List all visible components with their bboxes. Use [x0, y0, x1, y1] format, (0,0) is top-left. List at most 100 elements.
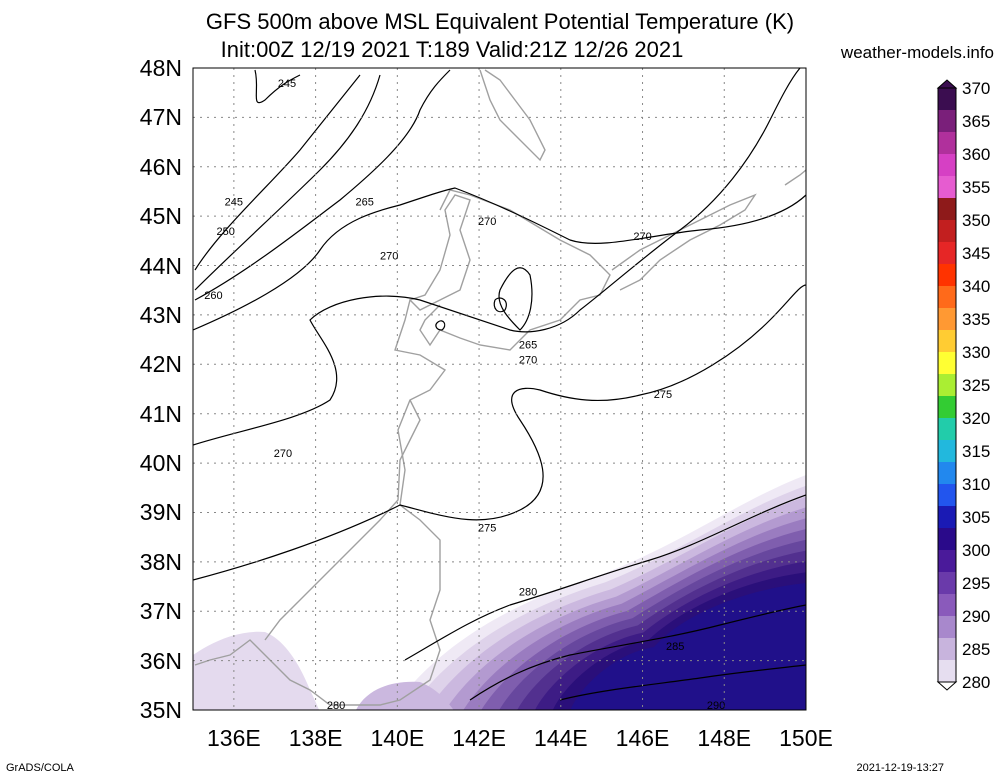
- lon-tick-label: 138E: [288, 725, 343, 751]
- colorbar-swatch: [938, 484, 956, 507]
- theta-e-band: [570, 583, 806, 710]
- colorbar-swatch: [938, 242, 956, 265]
- colorbar-swatch: [938, 264, 956, 287]
- contour-label: 270: [274, 448, 292, 460]
- colorbar-label: 320: [962, 409, 991, 428]
- colorbar-swatch: [938, 176, 956, 199]
- shaded-theta-e: [193, 475, 806, 710]
- colorbar-label: 365: [962, 112, 991, 131]
- colorbar-swatch: [938, 286, 956, 309]
- colorbar-swatch: [938, 660, 956, 683]
- lat-tick-label: 41N: [139, 400, 182, 427]
- lat-tick-label: 46N: [139, 153, 182, 180]
- colorbar-swatch: [938, 506, 956, 529]
- colorbar-label: 325: [962, 376, 991, 395]
- colorbar-label: 310: [962, 475, 991, 494]
- contour-label: 245: [278, 78, 296, 90]
- lon-tick-label: 148E: [697, 725, 752, 751]
- lon-tick-label: 142E: [452, 725, 506, 751]
- colorbar-label: 300: [962, 541, 991, 560]
- contour-label: 280: [519, 586, 537, 598]
- lat-tick-label: 43N: [139, 301, 182, 328]
- colorbar-swatch: [938, 616, 956, 639]
- map-title: GFS 500m above MSL Equivalent Potential …: [205, 9, 795, 34]
- contour-label: 280: [327, 700, 345, 712]
- lat-tick-label: 37N: [139, 598, 182, 625]
- contour-label: 245: [225, 196, 243, 208]
- lon-tick-label: 146E: [615, 725, 670, 751]
- contour-label: 275: [654, 389, 672, 401]
- footer-software: GrADS/COLA: [6, 762, 74, 774]
- theta-e-band: [356, 681, 454, 710]
- lat-lon-grid: [193, 68, 806, 710]
- colorbar-label: 305: [962, 508, 991, 527]
- lon-tick-label: 140E: [370, 725, 425, 751]
- colorbar-label: 295: [962, 574, 991, 593]
- contour-label: 270: [633, 231, 651, 243]
- contour-lines: [193, 68, 806, 701]
- colorbar-swatch: [938, 638, 956, 661]
- colorbar-label: 360: [962, 145, 991, 164]
- colorbar-swatch: [938, 440, 956, 463]
- colorbar-swatch: [938, 418, 956, 441]
- colorbar-label: 345: [962, 244, 991, 263]
- colorbar-label: 335: [962, 310, 991, 329]
- colorbar-swatch: [938, 110, 956, 133]
- lat-tick-label: 48N: [139, 55, 182, 81]
- contour-label: 275: [478, 522, 496, 534]
- contour-label: 290: [707, 700, 725, 712]
- colorbar-label: 290: [962, 607, 991, 626]
- colorbar-swatch: [938, 528, 956, 551]
- colorbar-swatch: [938, 572, 956, 595]
- colorbar-swatch: [938, 374, 956, 397]
- contour-label: 260: [204, 290, 222, 302]
- lat-tick-label: 35N: [139, 697, 182, 723]
- colorbar: [936, 79, 958, 691]
- contour-label: 270: [478, 216, 496, 228]
- colorbar-swatch: [938, 550, 956, 573]
- lon-tick-label: 136E: [207, 725, 261, 751]
- contour-label: 265: [519, 340, 537, 352]
- colorbar-max-arrow: [936, 79, 958, 89]
- colorbar-swatch: [938, 308, 956, 331]
- contour-label: 270: [380, 251, 398, 263]
- contour-labels: 245 245 250 260 265 270 270 270 265 270 275 270 275 2…: [204, 78, 725, 712]
- lat-tick-label: 47N: [139, 104, 182, 131]
- colorbar-swatch: [938, 352, 956, 375]
- plot-area: 245 245 250 260 265 270 270 270 265 270 275 270 275 2…: [193, 68, 806, 712]
- theta-e-band: [193, 631, 320, 710]
- colorbar-label: 350: [962, 211, 991, 230]
- colorbar-min-arrow: [936, 681, 958, 691]
- contour-label: 285: [666, 641, 684, 653]
- colorbar-label: 280: [962, 673, 991, 692]
- lat-tick-label: 38N: [139, 548, 182, 575]
- colorbar-swatch: [938, 396, 956, 419]
- colorbar-swatch: [938, 330, 956, 353]
- contour-label: 270: [519, 354, 537, 366]
- lon-tick-label: 150E: [779, 725, 833, 751]
- lat-tick-label: 40N: [139, 450, 182, 477]
- lon-tick-label: 144E: [533, 725, 588, 751]
- colorbar-swatch: [938, 198, 956, 221]
- colorbar-label: 330: [962, 343, 991, 362]
- colorbar-swatch: [938, 220, 956, 243]
- lat-tick-label: 42N: [139, 351, 182, 378]
- colorbar-label: 370: [962, 79, 991, 98]
- plot-frame: [192, 67, 807, 711]
- colorbar-swatch: [938, 88, 956, 111]
- lat-tick-label: 36N: [139, 647, 182, 674]
- contour-label: 250: [217, 226, 235, 238]
- colorbar-swatch: [938, 462, 956, 485]
- lat-tick-label: 44N: [139, 252, 182, 279]
- lat-tick-label: 45N: [139, 203, 182, 230]
- site-credit: weather-models.info: [840, 43, 994, 62]
- colorbar-swatch: [938, 594, 956, 617]
- colorbar-swatch: [938, 132, 956, 155]
- colorbar-swatch: [938, 154, 956, 177]
- footer-timestamp: 2021-12-19-13:27: [856, 762, 944, 774]
- map-subtitle: Init:00Z 12/19 2021 T:189 Valid:21Z 12/2…: [220, 37, 684, 62]
- coastline: [194, 69, 806, 706]
- colorbar-label: 340: [962, 277, 991, 296]
- lat-tick-label: 39N: [139, 499, 182, 526]
